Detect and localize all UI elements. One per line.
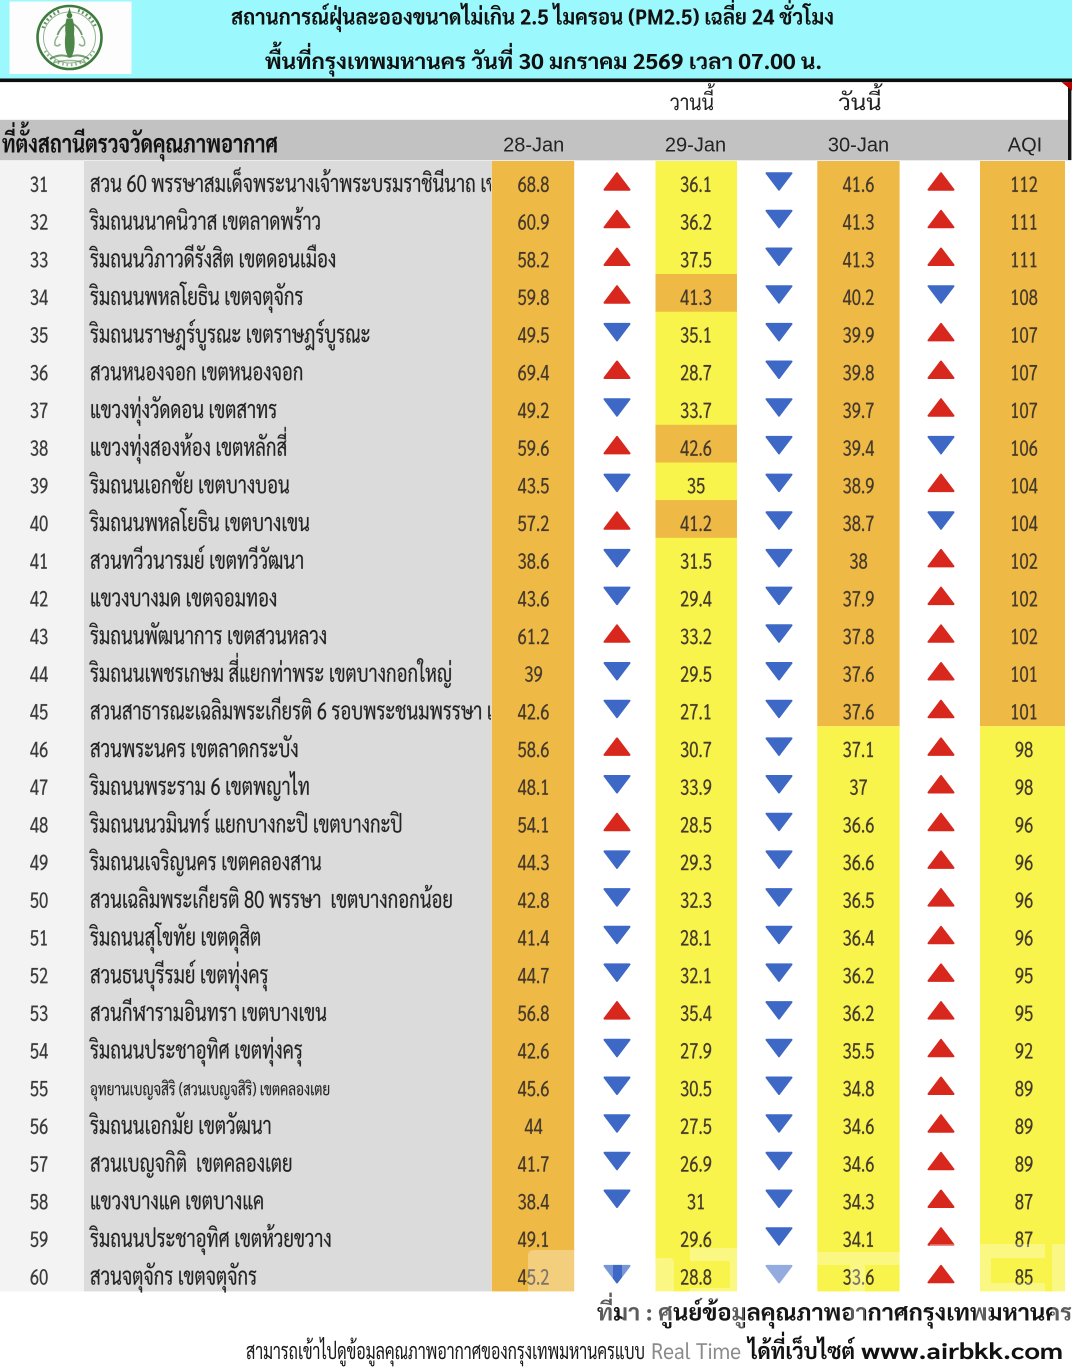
svg-text:30-Jan: 30-Jan (828, 134, 889, 156)
svg-text:29-Jan: 29-Jan (665, 134, 726, 156)
svg-text:28-Jan: 28-Jan (503, 134, 564, 156)
svg-text:AQI: AQI (1008, 134, 1042, 156)
